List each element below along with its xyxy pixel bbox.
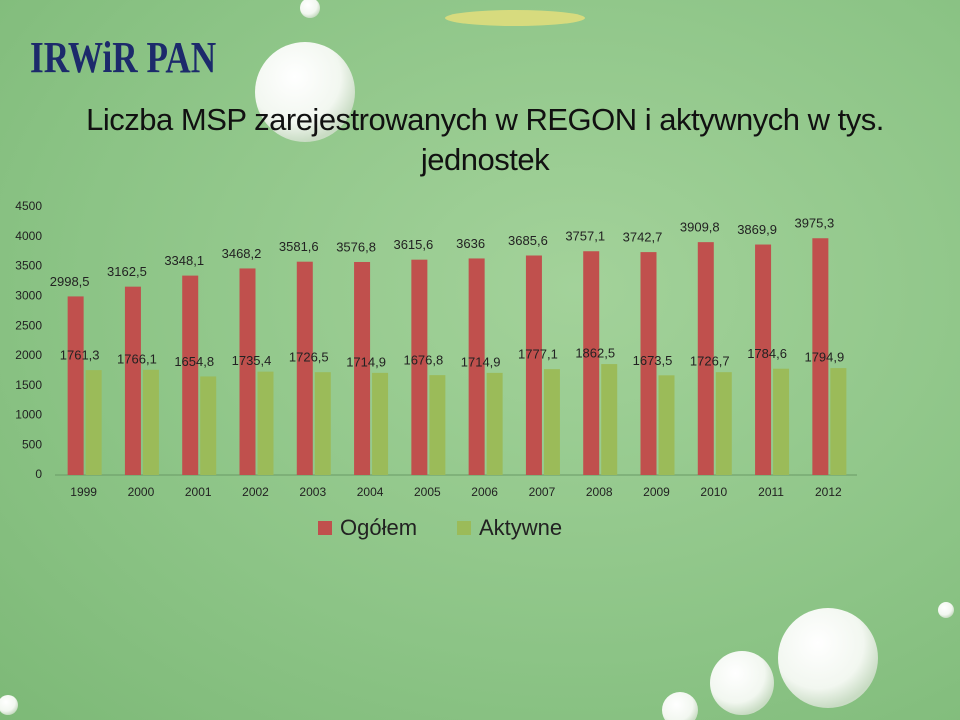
bar xyxy=(697,242,714,475)
value-label: 3615,6 xyxy=(393,237,433,252)
x-tick-label: 2006 xyxy=(471,485,498,499)
x-tick-label: 2010 xyxy=(700,485,727,499)
bar xyxy=(583,251,600,475)
bar xyxy=(429,375,446,475)
legend-swatch xyxy=(318,521,332,535)
orb xyxy=(710,651,774,715)
value-label: 1654,8 xyxy=(174,354,214,369)
orb xyxy=(662,692,698,720)
value-label: 3909,8 xyxy=(680,220,720,235)
x-tick-label: 2007 xyxy=(529,485,556,499)
value-label: 3742,7 xyxy=(623,230,663,245)
x-tick-label: 2002 xyxy=(242,485,269,499)
value-label: 1794,9 xyxy=(804,350,844,365)
x-tick-label: 1999 xyxy=(70,485,97,499)
bar xyxy=(812,238,829,475)
bar xyxy=(715,372,732,475)
bar xyxy=(830,368,847,475)
value-label: 1673,5 xyxy=(633,353,673,368)
orb xyxy=(778,608,878,708)
legend-label: Ogółem xyxy=(340,515,417,540)
value-label: 1784,6 xyxy=(747,346,787,361)
bar xyxy=(640,252,657,475)
value-label: 3975,3 xyxy=(794,216,834,231)
value-label: 3636 xyxy=(456,236,485,251)
orb xyxy=(300,0,320,18)
bar xyxy=(200,376,217,475)
y-tick-label: 0 xyxy=(35,467,42,481)
x-tick-label: 2012 xyxy=(815,485,842,499)
bar xyxy=(372,372,389,475)
bar xyxy=(314,372,331,475)
value-label: 1726,5 xyxy=(289,350,329,365)
y-tick-label: 2000 xyxy=(15,348,42,362)
logo: IRWiR PAN xyxy=(30,33,217,82)
y-tick-label: 1000 xyxy=(15,408,42,422)
x-tick-label: 2000 xyxy=(128,485,155,499)
value-label: 1766,1 xyxy=(117,351,157,366)
bar xyxy=(773,368,790,475)
y-tick-label: 3500 xyxy=(15,259,42,273)
x-tick-label: 2003 xyxy=(299,485,326,499)
y-tick-label: 3000 xyxy=(15,289,42,303)
bar xyxy=(296,261,313,475)
bar xyxy=(85,370,102,475)
x-tick-label: 2009 xyxy=(643,485,670,499)
value-label: 1726,7 xyxy=(690,354,730,369)
value-label: 3576,8 xyxy=(336,239,376,254)
value-label: 3685,6 xyxy=(508,233,548,248)
value-label: 3162,5 xyxy=(107,264,147,279)
bar xyxy=(525,255,542,475)
value-label: 1735,4 xyxy=(232,353,272,368)
bar xyxy=(354,261,371,475)
y-tick-label: 2500 xyxy=(15,318,42,332)
legend-swatch xyxy=(457,521,471,535)
y-tick-label: 4500 xyxy=(15,199,42,213)
x-tick-label: 2004 xyxy=(357,485,384,499)
value-label: 2998,5 xyxy=(50,274,90,289)
bar xyxy=(182,275,199,475)
bar xyxy=(124,286,141,475)
value-label: 1714,9 xyxy=(461,354,501,369)
orb xyxy=(255,42,355,142)
value-label: 1761,3 xyxy=(60,348,100,363)
bar xyxy=(142,369,159,475)
y-tick-label: 1500 xyxy=(15,378,42,392)
x-tick-label: 2011 xyxy=(758,485,784,499)
value-label: 1714,9 xyxy=(346,354,386,369)
bar xyxy=(411,259,428,475)
value-label: 1777,1 xyxy=(518,347,558,362)
y-tick-label: 4000 xyxy=(15,229,42,243)
bar xyxy=(468,258,485,475)
y-tick-label: 500 xyxy=(22,437,42,451)
value-label: 3581,6 xyxy=(279,239,319,254)
value-label: 3348,1 xyxy=(164,253,204,268)
bar xyxy=(755,244,772,475)
value-label: 1676,8 xyxy=(403,353,443,368)
bar xyxy=(239,268,256,475)
legend-label: Aktywne xyxy=(479,515,562,540)
bar xyxy=(543,369,560,475)
bar xyxy=(658,375,675,475)
value-label: 3869,9 xyxy=(737,222,777,237)
wheat xyxy=(445,10,585,26)
value-label: 3757,1 xyxy=(565,229,605,244)
orb xyxy=(938,602,954,618)
orb xyxy=(0,695,18,715)
bar xyxy=(257,371,274,475)
value-label: 1862,5 xyxy=(575,346,615,361)
bar xyxy=(601,364,618,475)
chart-title: Liczba MSP zarejestrowanych w REGON i ak… xyxy=(86,102,884,177)
x-tick-label: 2001 xyxy=(185,485,212,499)
bar xyxy=(67,296,84,475)
value-label: 3468,2 xyxy=(222,246,262,261)
x-tick-label: 2005 xyxy=(414,485,441,499)
x-tick-label: 2008 xyxy=(586,485,613,499)
bar xyxy=(486,372,503,475)
